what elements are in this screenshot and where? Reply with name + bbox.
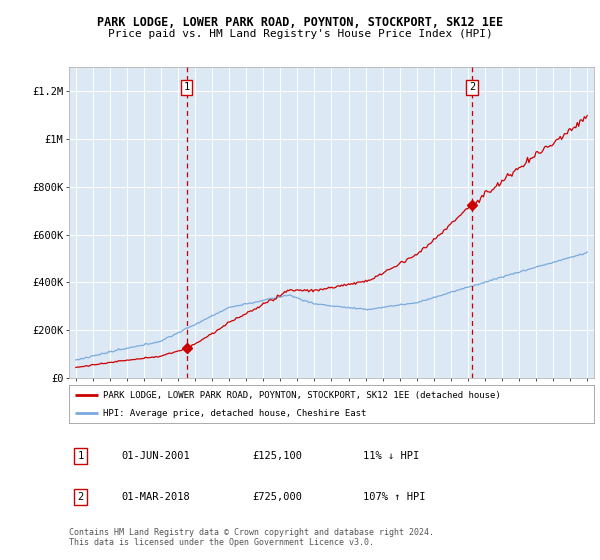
Text: HPI: Average price, detached house, Cheshire East: HPI: Average price, detached house, Ches… (103, 409, 367, 418)
Text: 107% ↑ HPI: 107% ↑ HPI (363, 492, 425, 502)
Text: 1: 1 (184, 82, 190, 92)
Text: 01-MAR-2018: 01-MAR-2018 (121, 492, 190, 502)
Text: £725,000: £725,000 (253, 492, 303, 502)
Text: £125,100: £125,100 (253, 451, 303, 461)
Text: Contains HM Land Registry data © Crown copyright and database right 2024.
This d: Contains HM Land Registry data © Crown c… (69, 528, 434, 547)
Text: PARK LODGE, LOWER PARK ROAD, POYNTON, STOCKPORT, SK12 1EE (detached house): PARK LODGE, LOWER PARK ROAD, POYNTON, ST… (103, 391, 501, 400)
Text: 1: 1 (77, 451, 83, 461)
Text: 01-JUN-2001: 01-JUN-2001 (121, 451, 190, 461)
Text: 2: 2 (469, 82, 475, 92)
Text: 2: 2 (77, 492, 83, 502)
Text: 11% ↓ HPI: 11% ↓ HPI (363, 451, 419, 461)
Text: PARK LODGE, LOWER PARK ROAD, POYNTON, STOCKPORT, SK12 1EE: PARK LODGE, LOWER PARK ROAD, POYNTON, ST… (97, 16, 503, 29)
Text: Price paid vs. HM Land Registry's House Price Index (HPI): Price paid vs. HM Land Registry's House … (107, 29, 493, 39)
